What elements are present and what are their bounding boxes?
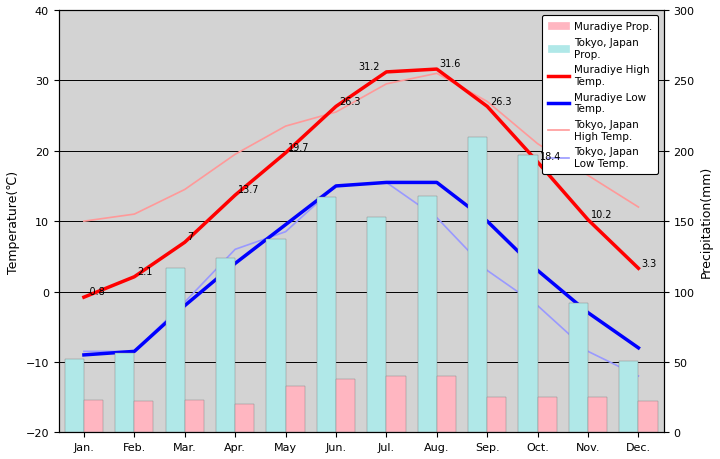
Y-axis label: Precipitation(mm): Precipitation(mm) [700,166,713,278]
Bar [266,240,286,432]
Bar [286,386,305,432]
Text: 31.2: 31.2 [359,62,380,72]
Bar [135,402,153,432]
Bar [518,156,538,432]
Bar [569,303,588,432]
Bar [84,400,103,432]
Bar [367,218,387,432]
Bar [317,198,336,432]
Bar [235,404,254,432]
Text: -0.8: -0.8 [86,287,105,297]
Bar [336,379,355,432]
Bar [538,397,557,432]
Text: 2.1: 2.1 [137,266,153,276]
Bar [619,361,639,432]
Text: 3.3: 3.3 [642,258,657,268]
Bar [216,258,235,432]
Text: 13.7: 13.7 [238,185,259,195]
Text: 31.6: 31.6 [440,59,461,69]
Legend: Muradiye Prop., Tokyo, Japan
Prop., Muradiye High
Temp., Muradiye Low
Temp., Tok: Muradiye Prop., Tokyo, Japan Prop., Mura… [541,16,659,175]
Text: 26.3: 26.3 [490,96,511,106]
Text: 18.4: 18.4 [541,152,562,162]
Bar [588,397,607,432]
Bar [487,397,506,432]
Bar [418,196,437,432]
Bar [468,137,487,432]
Bar [437,376,456,432]
Bar [166,268,185,432]
Bar [387,376,405,432]
Text: 10.2: 10.2 [591,209,612,219]
Text: 7: 7 [187,232,194,242]
Bar [185,400,204,432]
Bar [639,402,657,432]
Text: 26.3: 26.3 [338,96,360,106]
Bar [115,354,135,432]
Y-axis label: Temperature(℃): Temperature(℃) [7,170,20,273]
Bar [65,359,84,432]
Text: 19.7: 19.7 [288,143,310,153]
